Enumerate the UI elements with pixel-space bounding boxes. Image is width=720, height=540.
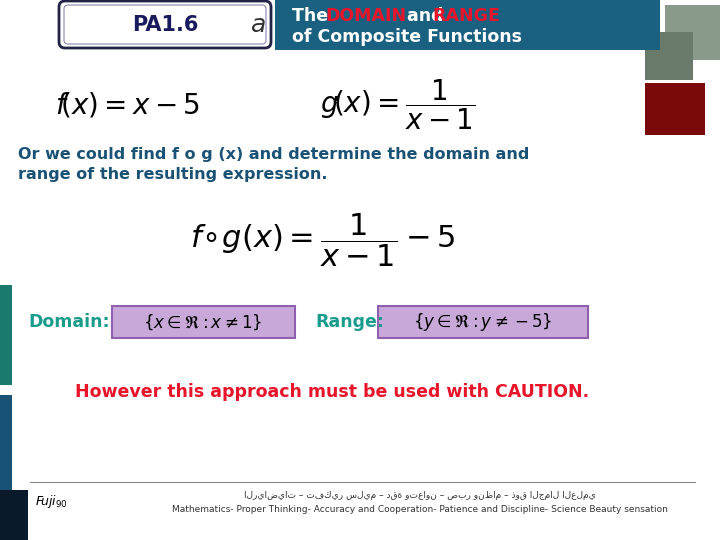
FancyBboxPatch shape: [665, 5, 720, 60]
Text: $g\!\left(x\right)=\dfrac{1}{x-1}$: $g\!\left(x\right)=\dfrac{1}{x-1}$: [320, 78, 475, 132]
Text: $\{y \in \mathfrak{R} : y \neq -5\}$: $\{y \in \mathfrak{R} : y \neq -5\}$: [413, 311, 553, 333]
FancyBboxPatch shape: [112, 306, 295, 338]
FancyBboxPatch shape: [645, 83, 705, 135]
FancyBboxPatch shape: [59, 1, 271, 48]
FancyBboxPatch shape: [275, 0, 660, 50]
Text: range of the resulting expression.: range of the resulting expression.: [18, 167, 328, 183]
Text: $\it{F\!uji}_{90}$: $\it{F\!uji}_{90}$: [35, 494, 68, 510]
Text: However this approach must be used with CAUTION.: However this approach must be used with …: [75, 383, 589, 401]
Text: Domain:: Domain:: [28, 313, 109, 331]
Text: Or we could find f o g (x) and determine the domain and: Or we could find f o g (x) and determine…: [18, 147, 529, 163]
FancyBboxPatch shape: [378, 306, 588, 338]
FancyBboxPatch shape: [0, 285, 12, 385]
Text: Range:: Range:: [315, 313, 384, 331]
Text: $\{x \in \mathfrak{R} : x \neq 1\}$: $\{x \in \mathfrak{R} : x \neq 1\}$: [143, 312, 263, 332]
Text: The: The: [292, 7, 334, 25]
Text: DOMAIN: DOMAIN: [325, 7, 406, 25]
FancyBboxPatch shape: [0, 395, 12, 490]
Text: of Composite Functions: of Composite Functions: [292, 28, 522, 46]
FancyBboxPatch shape: [645, 32, 693, 80]
Text: الرياضيات – تفكير سليم – دقة وتعاون – صبر ونظام – ذوق الجمال العلمي: الرياضيات – تفكير سليم – دقة وتعاون – صب…: [244, 490, 596, 500]
Text: $f \!\circ\! g(x) = \dfrac{1}{x-1} - 5$: $f \!\circ\! g(x) = \dfrac{1}{x-1} - 5$: [190, 211, 455, 269]
Text: RANGE: RANGE: [432, 7, 500, 25]
FancyBboxPatch shape: [0, 490, 28, 540]
Text: $f\!\left(x\right)=x-5$: $f\!\left(x\right)=x-5$: [55, 91, 200, 119]
Text: and: and: [401, 7, 449, 25]
Text: $\mathbf{\mathit{a}}$: $\mathbf{\mathit{a}}$: [250, 13, 266, 37]
Text: PA1.6: PA1.6: [132, 15, 198, 35]
Text: Mathematics- Proper Thinking- Accuracy and Cooperation- Patience and Discipline-: Mathematics- Proper Thinking- Accuracy a…: [172, 505, 668, 515]
